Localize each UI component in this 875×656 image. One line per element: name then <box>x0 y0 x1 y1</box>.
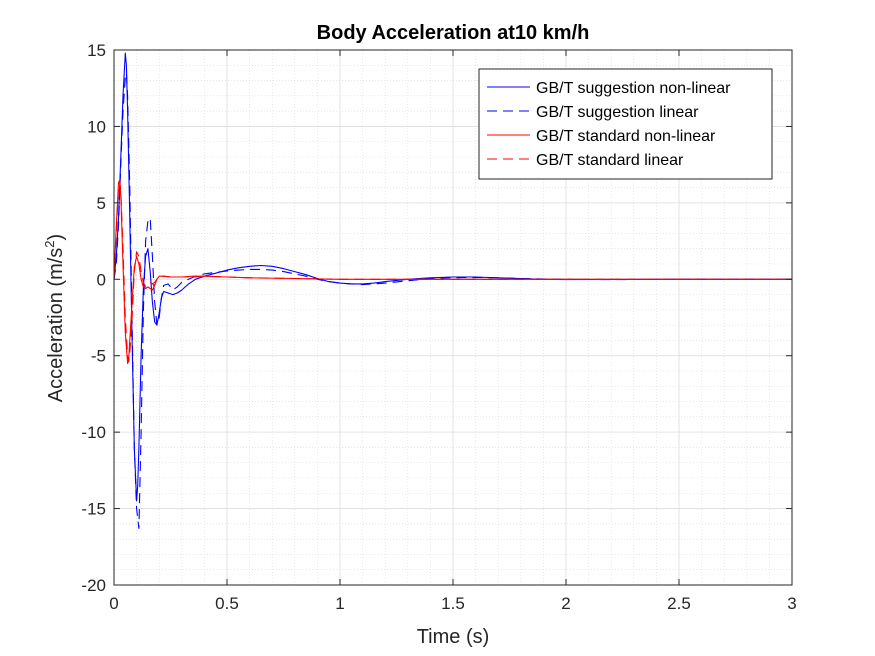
x-tick-label: 0.5 <box>215 594 239 613</box>
y-tick-label: 0 <box>97 270 106 289</box>
y-tick-label: -10 <box>81 423 106 442</box>
x-tick-label: 2 <box>561 594 570 613</box>
x-tick-label: 1.5 <box>441 594 465 613</box>
y-tick-label: -5 <box>91 347 106 366</box>
x-tick-label: 3 <box>787 594 796 613</box>
series-layer <box>113 52 792 529</box>
x-tick-label: 2.5 <box>667 594 691 613</box>
legend-label-3: GB/T standard non-linear <box>536 128 716 145</box>
x-axis-label: Time (s) <box>417 626 490 648</box>
y-tick-label: 10 <box>87 117 106 136</box>
y-axis-label: Acceleration (m/s2) <box>42 234 67 402</box>
series-line-4 <box>113 180 792 363</box>
legend-label-1: GB/T suggestion non-linear <box>536 80 731 97</box>
legend-label-4: GB/T standard linear <box>536 152 684 169</box>
y-axis-label-main: Acceleration (m/s <box>45 248 67 403</box>
chart-title: Body Acceleration at10 km/h <box>317 22 590 44</box>
x-tick-labels: 0 0.5 1 1.5 2 2.5 3 <box>109 594 796 613</box>
x-tick-label: 1 <box>335 594 344 613</box>
y-axis-label-end: ) <box>45 234 67 241</box>
y-axis-label-superscript: 2 <box>42 240 57 247</box>
y-tick-label: 5 <box>97 194 106 213</box>
y-tick-label: -20 <box>81 576 106 595</box>
y-tick-label: 15 <box>87 41 106 60</box>
axis-ticks <box>113 49 793 586</box>
y-tick-label: -15 <box>81 500 106 519</box>
x-tick-label: 0 <box>109 594 118 613</box>
y-tick-labels: -20 -15 -10 -5 0 5 10 15 <box>81 41 106 595</box>
legend: GB/T suggestion non-linear GB/T suggestio… <box>478 68 773 180</box>
legend-label-2: GB/T suggestion linear <box>536 104 699 121</box>
